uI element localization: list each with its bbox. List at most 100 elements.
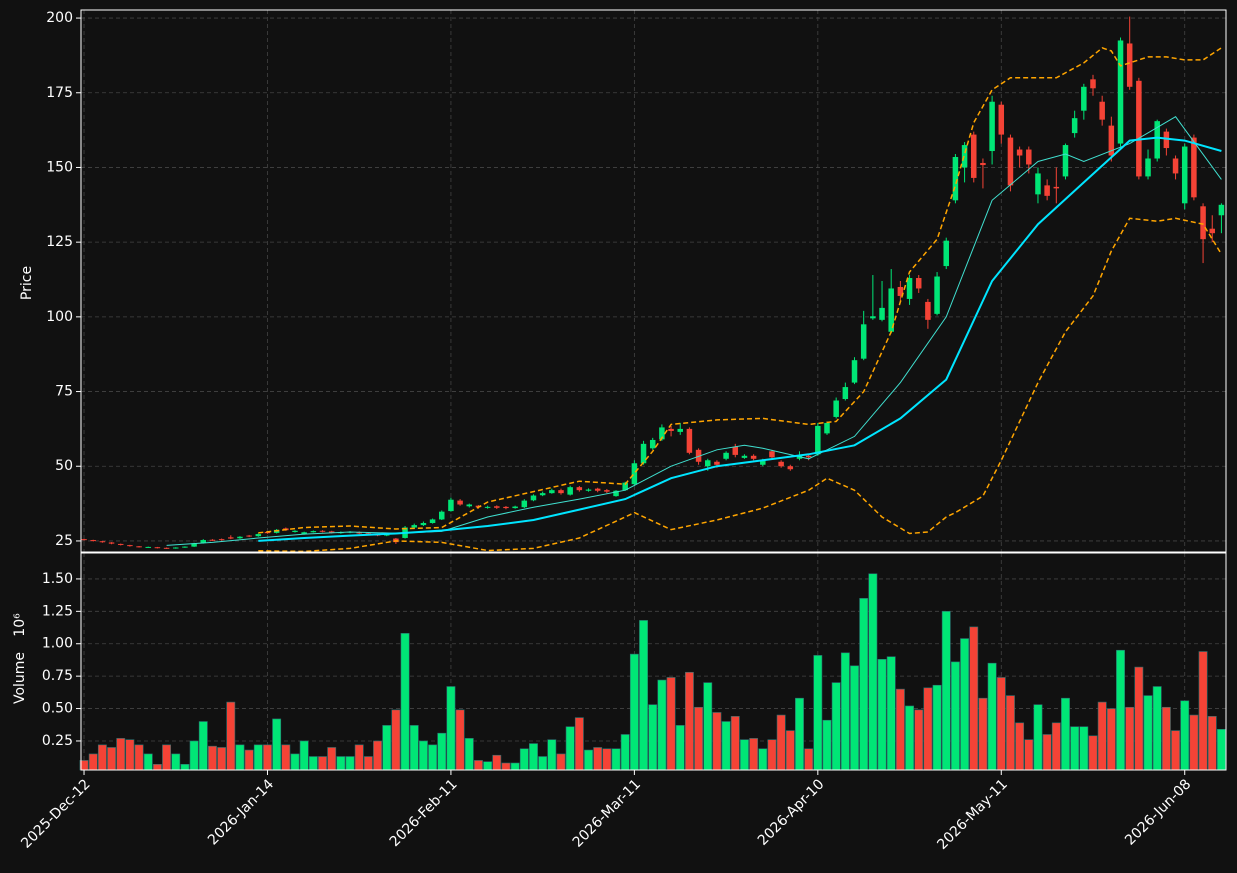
volume-bar: [584, 749, 593, 771]
volume-bar: [1061, 697, 1070, 771]
candle-body: [842, 387, 849, 400]
volume-bar: [905, 705, 914, 771]
candle-body: [1200, 206, 1206, 240]
volume-bar: [639, 620, 648, 771]
candle-body: [1136, 80, 1142, 177]
candle-body: [429, 519, 436, 524]
volume-bar: [492, 754, 502, 771]
y-tick-label: 200: [46, 10, 73, 26]
volume-bar: [290, 753, 300, 771]
volume-bar: [116, 738, 126, 771]
candle-body: [897, 286, 904, 296]
x-tick-label: 2026-Jun-08: [1122, 776, 1194, 848]
volume-bar: [327, 747, 337, 771]
volume-bar: [125, 739, 135, 771]
candle-body: [705, 460, 711, 467]
candle-body: [998, 104, 1005, 135]
volume-bar: [281, 744, 291, 771]
volume-bar: [923, 687, 933, 771]
candle-body: [484, 506, 491, 508]
y-tick-label: 75: [55, 384, 73, 400]
candle-body: [640, 443, 647, 464]
volume-bar: [400, 633, 410, 771]
y-tick-label: 25: [55, 533, 73, 549]
candle-body: [512, 506, 518, 509]
candle-body: [108, 542, 115, 544]
volume-bar: [538, 756, 548, 771]
candle-body: [906, 278, 913, 299]
volume-bar: [143, 753, 153, 771]
volume-bar: [886, 656, 896, 771]
candle-body: [815, 425, 821, 455]
volume-panel-frame: [80, 552, 1227, 771]
volume-bar: [418, 740, 428, 771]
candle-body: [503, 506, 509, 509]
candle-body: [1035, 173, 1041, 195]
candle-body: [723, 452, 729, 459]
y-tick-label: 50: [55, 458, 73, 474]
volume-bar: [519, 748, 529, 771]
y-tick-label: 1.50: [42, 571, 73, 587]
volume-bar: [354, 744, 364, 771]
volume-bar: [428, 744, 438, 771]
candle-body: [246, 535, 252, 537]
candle-body: [558, 490, 564, 494]
volume-bar: [446, 686, 456, 771]
volume-bar: [345, 756, 355, 771]
candle-body: [805, 455, 812, 458]
candle-body: [870, 316, 876, 319]
volume-bar: [299, 740, 309, 771]
candle-body: [411, 525, 417, 528]
candle-body: [585, 489, 592, 491]
volume-bar: [134, 744, 144, 771]
candle-body: [915, 278, 922, 289]
volume-bar: [272, 718, 282, 771]
volume-bar: [1116, 649, 1125, 771]
candle-body: [1209, 228, 1215, 234]
volume-bar: [776, 714, 786, 771]
candle-body: [934, 276, 940, 314]
volume-bar: [895, 688, 905, 771]
candle-body: [328, 531, 335, 533]
candle-body: [218, 539, 225, 541]
candle-body: [457, 500, 463, 505]
x-tick-label: 2026-Apr-10: [755, 776, 828, 849]
x-tick-label: 2025-Dec-12: [18, 776, 93, 851]
volume-bar: [666, 677, 676, 771]
volume-bar: [363, 756, 373, 771]
candle-body: [631, 463, 638, 485]
candle-body: [255, 534, 262, 537]
candle-body: [319, 530, 326, 532]
y-tick-label: 100: [46, 309, 73, 325]
volume-bar: [1015, 722, 1025, 771]
candle-body: [925, 301, 931, 320]
candle-body: [81, 539, 87, 541]
volume-bar: [1125, 706, 1135, 771]
candle-body: [1117, 40, 1124, 144]
candle-body: [1053, 186, 1060, 189]
volume-bar: [217, 747, 227, 771]
candle-body: [732, 446, 739, 455]
volume-bar: [813, 655, 823, 771]
candle-body: [649, 439, 656, 449]
volume-bar: [822, 719, 832, 771]
candle-body: [659, 427, 665, 440]
candle-body: [943, 240, 949, 267]
x-tick-label: 2026-Jan-14: [205, 776, 277, 848]
candle-body: [420, 523, 427, 526]
candle-body: [594, 488, 601, 491]
volume-bar: [831, 682, 841, 771]
candle-body: [1126, 43, 1133, 87]
volume-bar: [950, 661, 960, 771]
candle-body: [1191, 137, 1197, 198]
y-tick-label: 1.00: [42, 636, 73, 652]
volume-bar: [804, 748, 814, 771]
volume-bar: [88, 753, 98, 771]
candle-body: [237, 536, 243, 539]
candle-body: [1007, 137, 1014, 186]
volume-bar: [574, 717, 584, 771]
volume-bar: [1051, 722, 1061, 771]
candle-body: [1108, 125, 1115, 156]
candle-body: [163, 547, 170, 549]
candle-body: [264, 531, 271, 534]
